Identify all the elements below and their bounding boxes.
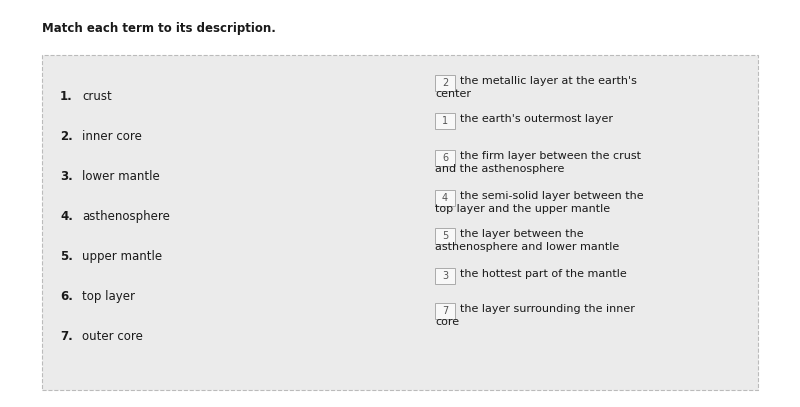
Bar xyxy=(42,55,758,390)
Text: core: core xyxy=(435,317,459,327)
Text: 7.: 7. xyxy=(60,330,73,343)
Text: 3.: 3. xyxy=(60,170,73,183)
Text: asthenosphere: asthenosphere xyxy=(82,210,170,223)
Bar xyxy=(435,268,455,284)
Text: the semi-solid layer between the: the semi-solid layer between the xyxy=(460,191,644,201)
Text: and the asthenosphere: and the asthenosphere xyxy=(435,164,564,174)
Text: 6.: 6. xyxy=(60,290,73,303)
Text: upper mantle: upper mantle xyxy=(82,250,162,263)
Text: 1.: 1. xyxy=(60,90,73,103)
Text: lower mantle: lower mantle xyxy=(82,170,160,183)
Text: outer core: outer core xyxy=(82,330,143,343)
Text: top layer and the upper mantle: top layer and the upper mantle xyxy=(435,204,610,214)
Text: the firm layer between the crust: the firm layer between the crust xyxy=(460,151,641,161)
Text: Match each term to its description.: Match each term to its description. xyxy=(42,22,276,35)
Bar xyxy=(435,303,455,319)
Text: 3: 3 xyxy=(442,271,448,281)
Text: 7: 7 xyxy=(442,306,448,316)
Text: inner core: inner core xyxy=(82,130,142,143)
Text: 1: 1 xyxy=(442,116,448,126)
Text: 2: 2 xyxy=(442,78,448,88)
Text: 6: 6 xyxy=(442,153,448,163)
Text: the metallic layer at the earth's: the metallic layer at the earth's xyxy=(460,76,637,86)
Text: 5.: 5. xyxy=(60,250,73,263)
Text: the earth's outermost layer: the earth's outermost layer xyxy=(460,114,613,124)
Bar xyxy=(435,75,455,91)
Text: 4: 4 xyxy=(442,193,448,203)
Text: asthenosphere and lower mantle: asthenosphere and lower mantle xyxy=(435,242,619,252)
Bar xyxy=(435,190,455,206)
Text: the hottest part of the mantle: the hottest part of the mantle xyxy=(460,269,626,279)
Bar xyxy=(435,228,455,244)
Text: 4.: 4. xyxy=(60,210,73,223)
Text: 5: 5 xyxy=(442,231,448,241)
Text: 2.: 2. xyxy=(60,130,73,143)
Bar xyxy=(435,150,455,166)
Text: the layer between the: the layer between the xyxy=(460,229,584,239)
Text: center: center xyxy=(435,89,471,99)
Text: top layer: top layer xyxy=(82,290,135,303)
Text: crust: crust xyxy=(82,90,112,103)
Text: the layer surrounding the inner: the layer surrounding the inner xyxy=(460,304,635,314)
Bar xyxy=(435,113,455,129)
